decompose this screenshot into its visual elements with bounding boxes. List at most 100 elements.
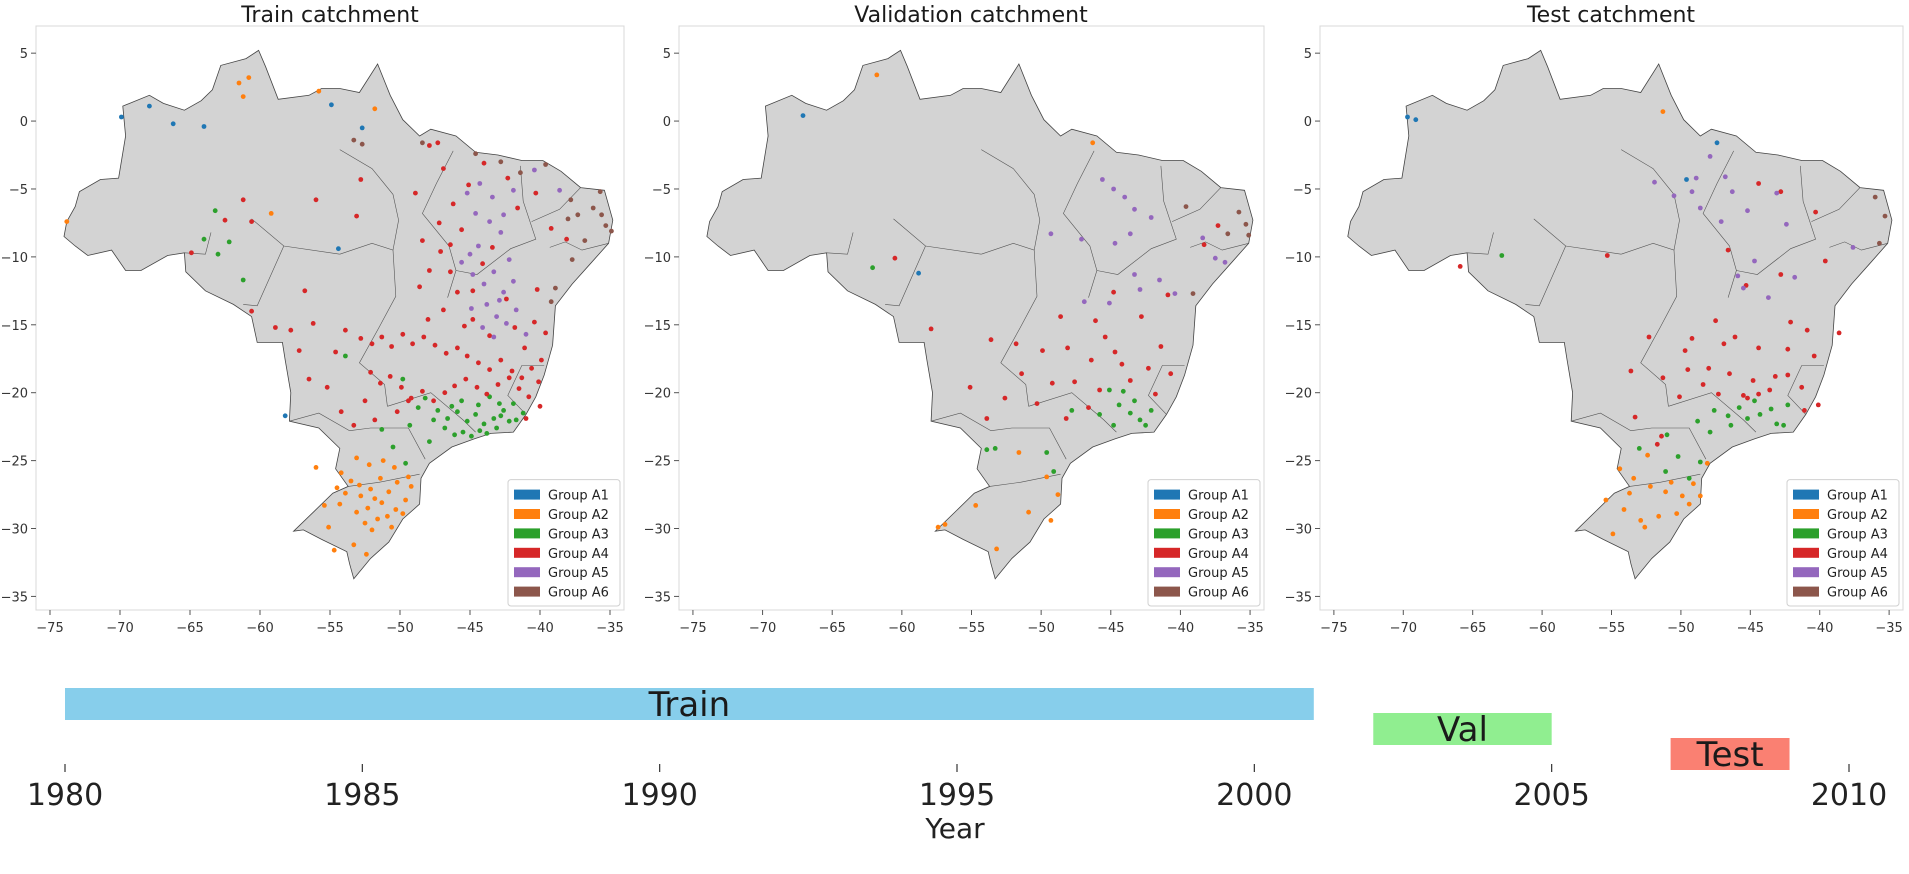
- y-tick-label: −10: [1, 251, 28, 266]
- data-point: [463, 376, 469, 382]
- data-point: [511, 187, 516, 193]
- data-point: [407, 422, 413, 428]
- y-tick-label: −30: [1, 523, 28, 538]
- data-point: [1139, 314, 1144, 319]
- data-point: [1736, 405, 1742, 410]
- data-point: [1040, 348, 1045, 353]
- data-point: [870, 265, 875, 271]
- data-point: [1774, 190, 1780, 196]
- data-point: [392, 465, 397, 470]
- data-point: [1097, 412, 1102, 417]
- x-tick-label: −75: [1320, 621, 1347, 636]
- data-point: [1660, 109, 1666, 114]
- legend-swatch: [1154, 567, 1180, 578]
- data-point: [469, 433, 474, 439]
- data-point: [1766, 295, 1771, 300]
- region-boundary: [1811, 187, 1861, 222]
- data-point: [609, 228, 614, 234]
- data-point: [513, 307, 519, 313]
- data-point: [501, 212, 506, 218]
- data-point: [473, 412, 478, 417]
- data-point: [506, 257, 512, 262]
- data-point: [351, 422, 357, 428]
- data-point: [539, 357, 544, 363]
- legend-label: Group A4: [548, 547, 609, 562]
- legend-label: Group A6: [1827, 586, 1888, 601]
- data-point: [464, 190, 470, 196]
- data-point: [928, 326, 934, 332]
- data-point: [201, 236, 207, 242]
- data-point: [1656, 513, 1662, 519]
- region-boundary: [289, 412, 350, 431]
- data-point: [1048, 518, 1054, 523]
- data-point: [365, 505, 371, 511]
- data-point: [494, 314, 499, 319]
- data-point: [369, 341, 375, 347]
- data-point: [1756, 345, 1761, 351]
- region-boundary: [507, 365, 545, 415]
- data-point: [564, 236, 569, 242]
- data-point: [522, 345, 527, 351]
- region-boundary: [1668, 392, 1757, 433]
- data-point: [511, 278, 516, 284]
- region-boundary: [1630, 427, 1707, 460]
- data-point: [389, 344, 394, 349]
- panel-title: Validation catchment: [854, 3, 1088, 28]
- data-point: [1741, 285, 1746, 291]
- y-tick-label: 5: [1304, 47, 1312, 62]
- timeline-bar-label: Val: [1437, 710, 1488, 750]
- data-point: [455, 289, 460, 295]
- legend-swatch: [514, 547, 540, 558]
- data-point: [394, 479, 400, 485]
- data-point: [369, 527, 375, 533]
- data-point: [543, 162, 548, 167]
- data-point: [892, 255, 898, 261]
- y-tick-label: −10: [644, 251, 671, 266]
- x-tick-label: −50: [1027, 621, 1054, 636]
- data-point: [1127, 410, 1133, 416]
- data-point: [393, 507, 399, 512]
- data-point: [1157, 277, 1162, 283]
- data-point: [1120, 388, 1126, 394]
- data-point: [1065, 345, 1070, 351]
- data-point: [1686, 501, 1692, 507]
- data-point: [449, 403, 455, 409]
- data-point: [222, 217, 228, 223]
- data-point: [1725, 413, 1731, 419]
- data-point: [359, 125, 365, 131]
- data-point: [1668, 479, 1674, 485]
- data-point: [1413, 117, 1419, 123]
- data-point: [1148, 408, 1154, 413]
- data-point: [504, 296, 509, 302]
- data-point: [526, 394, 532, 400]
- data-point: [476, 360, 481, 366]
- data-point: [597, 189, 603, 195]
- data-point: [1153, 391, 1158, 397]
- data-point: [1132, 206, 1137, 212]
- data-point: [491, 334, 497, 340]
- data-point: [1756, 181, 1761, 186]
- data-point: [420, 140, 425, 146]
- data-point: [338, 409, 344, 415]
- region-boundary: [1525, 245, 1566, 307]
- x-tick-label: −75: [679, 621, 706, 636]
- data-point: [1729, 189, 1735, 195]
- data-point: [1081, 299, 1087, 305]
- data-point: [523, 331, 529, 337]
- data-point: [1725, 247, 1731, 253]
- legend-swatch: [1793, 586, 1819, 597]
- data-point: [1088, 357, 1094, 363]
- data-point: [337, 501, 343, 507]
- data-point: [590, 205, 596, 211]
- y-tick-label: −15: [1285, 319, 1312, 334]
- data-point: [1617, 466, 1623, 472]
- data-point: [326, 524, 331, 530]
- data-point: [343, 353, 348, 359]
- region-boundary: [251, 218, 340, 255]
- legend-label: Group A5: [1827, 566, 1888, 581]
- legend-label: Group A3: [548, 527, 609, 542]
- data-point: [942, 522, 948, 527]
- data-point: [1693, 175, 1699, 181]
- data-point: [1044, 474, 1050, 480]
- data-point: [1711, 408, 1717, 413]
